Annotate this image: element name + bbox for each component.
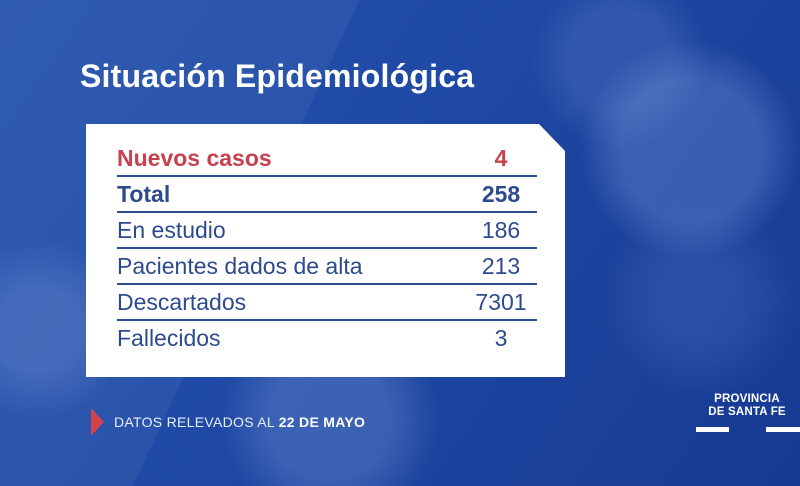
stats-value: 258 — [481, 180, 521, 207]
stats-value: 4 — [494, 144, 508, 171]
stats-table: Nuevos casos 4 Total 258 En estudio 186 … — [117, 141, 537, 355]
stats-row-fallecidos: Fallecidos 3 — [117, 321, 537, 355]
page-title: Situación Epidemiológica — [80, 58, 475, 94]
stats-value: 186 — [481, 216, 521, 243]
footer-prefix: DATOS RELEVADOS AL — [114, 414, 279, 430]
stats-value: 213 — [481, 252, 521, 279]
stats-label: Fallecidos — [117, 324, 221, 351]
provincia-santa-fe-logo: PROVINCIA DE SANTA FE — [696, 393, 800, 433]
stats-value: 7301 — [475, 288, 527, 315]
stats-label: En estudio — [117, 216, 226, 243]
logo-line-1: PROVINCIA — [714, 393, 780, 405]
triangle-right-icon — [91, 408, 104, 436]
stats-row-nuevos-casos: Nuevos casos 4 — [117, 141, 537, 177]
logo-bars-icon — [696, 427, 800, 433]
stats-row-total: Total 258 — [117, 177, 537, 213]
stats-row-en-estudio: En estudio 186 — [117, 213, 537, 249]
stats-label: Nuevos casos — [117, 144, 272, 171]
stats-label: Descartados — [117, 288, 247, 315]
data-date-footer: DATOS RELEVADOS AL 22 DE MAYO — [91, 408, 365, 436]
stats-label: Pacientes dados de alta — [117, 252, 363, 279]
stats-row-descartados: Descartados 7301 — [117, 285, 537, 321]
footer-text: DATOS RELEVADOS AL 22 DE MAYO — [114, 414, 365, 430]
stats-value: 3 — [494, 324, 508, 351]
footer-date: 22 DE MAYO — [278, 414, 366, 430]
stats-card: Nuevos casos 4 Total 258 En estudio 186 … — [86, 124, 565, 377]
logo-line-2: DE SANTA FE — [708, 406, 786, 418]
stats-label: Total — [117, 180, 171, 207]
stats-row-dados-de-alta: Pacientes dados de alta 213 — [117, 249, 537, 285]
